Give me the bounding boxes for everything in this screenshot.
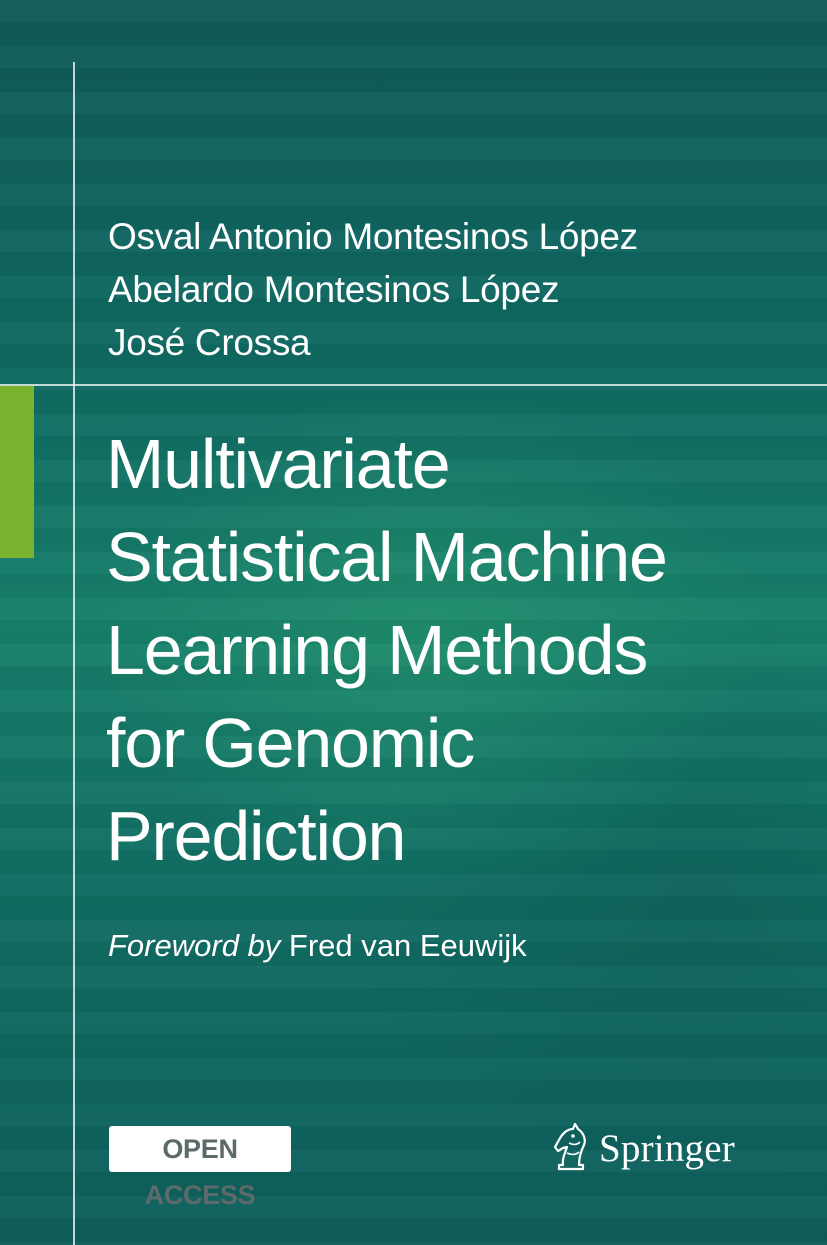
title-line: Multivariate	[106, 425, 451, 503]
title-line: Learning Methods	[106, 611, 648, 689]
publisher-name: Springer	[599, 1126, 735, 1170]
chess-knight-icon	[551, 1121, 591, 1175]
vertical-rule	[73, 62, 75, 1245]
open-access-badge: OPEN ACCESS	[109, 1126, 291, 1210]
title-line: Statistical Machine	[106, 518, 668, 596]
title-line: Prediction	[106, 797, 406, 875]
foreword-credit: Foreword by Fred van Eeuwijk	[108, 928, 527, 964]
publisher-logo: Springer	[551, 1120, 735, 1176]
author-name: José Crossa	[108, 322, 311, 363]
book-title: Multivariate Statistical Machine Learnin…	[106, 418, 806, 883]
author-name: Abelardo Montesinos López	[108, 269, 560, 310]
author-list: Osval Antonio Montesinos López Abelardo …	[108, 210, 638, 369]
title-line: for Genomic	[106, 704, 475, 782]
foreword-author: Fred van Eeuwijk	[280, 928, 527, 963]
horizontal-rule	[0, 384, 827, 386]
foreword-prefix: Foreword by	[108, 928, 281, 963]
author-name: Osval Antonio Montesinos López	[108, 216, 638, 257]
accent-bar	[0, 386, 34, 558]
